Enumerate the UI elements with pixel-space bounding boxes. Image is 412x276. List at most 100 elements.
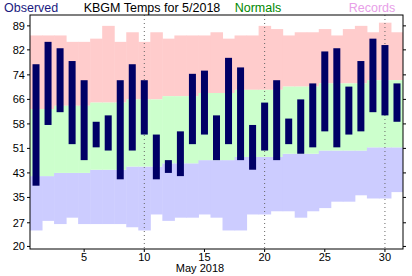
record-low-band xyxy=(295,154,308,218)
record-low-band xyxy=(343,151,356,202)
normal-band xyxy=(54,106,67,173)
x-tick-label: 10 xyxy=(138,251,150,263)
y-tick-label: 58 xyxy=(13,118,25,130)
observed-bar xyxy=(381,45,388,115)
normal-band xyxy=(210,93,223,160)
y-tick xyxy=(403,123,406,124)
observed-bar xyxy=(273,80,280,160)
record-low-band xyxy=(126,167,139,228)
y-tick xyxy=(403,49,406,50)
y-tick xyxy=(27,74,30,75)
y-tick xyxy=(27,123,30,124)
frame xyxy=(30,15,403,249)
y-tick-label: 89 xyxy=(13,20,25,32)
y-tick xyxy=(403,172,406,173)
observed-bar xyxy=(69,61,76,144)
x-tick-label: 20 xyxy=(259,251,271,263)
normal-band xyxy=(162,96,175,163)
observed-bar xyxy=(369,39,376,113)
y-tick xyxy=(403,148,406,149)
y-tick xyxy=(403,74,406,75)
y-tick-label: 20 xyxy=(13,240,25,252)
record-low-band xyxy=(42,176,55,221)
y-tick-label: 43 xyxy=(13,167,25,179)
record-low-band xyxy=(235,157,248,231)
observed-bar xyxy=(153,135,160,180)
observed-bar xyxy=(345,87,352,135)
normal-band xyxy=(102,103,115,170)
observed-bar xyxy=(357,61,364,131)
plot-bg xyxy=(30,15,403,249)
legend-entry: Observed xyxy=(4,1,58,15)
record-low-band xyxy=(102,170,115,224)
legend-entry: Records xyxy=(349,1,396,15)
record-low-band xyxy=(259,157,272,215)
record-high-band xyxy=(343,29,356,83)
y-tick xyxy=(403,25,406,26)
record-high-band xyxy=(210,32,223,93)
observed-bar xyxy=(93,122,100,148)
normal-band xyxy=(283,87,296,154)
observed-bar xyxy=(105,115,112,150)
y-tick xyxy=(27,172,30,173)
record-low-band xyxy=(391,147,403,192)
record-low-band xyxy=(210,160,223,218)
x-tick-label: 30 xyxy=(379,251,391,263)
record-low-band xyxy=(307,154,320,212)
x-axis-label: May 2018 xyxy=(176,262,224,274)
normal-band xyxy=(391,80,403,147)
legend-entry: Normals xyxy=(235,1,282,15)
observed-bar xyxy=(393,83,400,121)
chart: 2027354351586674828951015202530May 2018K… xyxy=(0,0,412,276)
record-high-band xyxy=(295,32,308,86)
observed-bar xyxy=(249,125,256,170)
record-low-band xyxy=(198,160,211,214)
record-low-band xyxy=(271,157,284,211)
record-low-band xyxy=(331,151,344,202)
record-high-band xyxy=(307,32,320,86)
record-high-band xyxy=(90,39,103,103)
normal-band xyxy=(90,103,103,170)
record-low-band xyxy=(90,170,103,224)
observed-bar xyxy=(201,71,208,135)
y-tick xyxy=(27,246,30,247)
observed-bar xyxy=(309,83,316,147)
y-tick xyxy=(27,25,30,26)
x-tick-label: 5 xyxy=(81,251,87,263)
normal-band xyxy=(295,87,308,154)
record-low-band xyxy=(138,167,151,231)
record-low-band xyxy=(283,154,296,212)
observed-bar xyxy=(297,99,304,153)
normal-band xyxy=(343,83,356,150)
observed-bar xyxy=(333,48,340,147)
observed-bar xyxy=(45,42,52,125)
record-high-band xyxy=(150,32,163,99)
record-high-band xyxy=(391,32,403,80)
record-high-band xyxy=(174,35,187,96)
y-tick xyxy=(27,148,30,149)
y-tick-label: 35 xyxy=(13,191,25,203)
observed-bar xyxy=(57,48,64,112)
record-low-band xyxy=(355,151,368,196)
observed-bar xyxy=(189,74,196,144)
record-high-band xyxy=(283,35,296,86)
record-low-band xyxy=(54,173,67,224)
observed-bar xyxy=(141,80,148,134)
observed-bar xyxy=(213,115,220,160)
y-tick-label: 27 xyxy=(13,217,25,229)
record-low-band xyxy=(223,160,236,230)
record-low-band xyxy=(367,147,380,198)
observed-bar xyxy=(225,58,232,144)
observed-bar xyxy=(177,131,184,176)
record-low-band xyxy=(319,151,332,209)
record-low-band xyxy=(66,173,79,218)
y-tick-label: 74 xyxy=(13,69,25,81)
observed-bar xyxy=(237,67,244,160)
y-tick-label: 66 xyxy=(13,93,25,105)
title: KBGM Temps for 5/2018 xyxy=(84,1,221,15)
record-high-band xyxy=(162,39,175,97)
y-tick xyxy=(27,222,30,223)
y-tick xyxy=(403,197,406,198)
record-high-band xyxy=(247,35,260,89)
observed-bar xyxy=(81,80,88,160)
